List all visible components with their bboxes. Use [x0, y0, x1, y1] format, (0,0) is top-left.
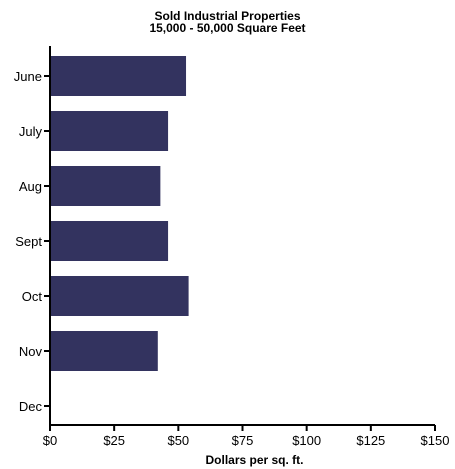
bar-sept — [50, 221, 169, 261]
chart-title: Sold Industrial Properties — [154, 9, 301, 23]
y-tick-label-nov: Nov — [19, 344, 43, 359]
x-tick-label-0: $0 — [43, 433, 57, 448]
axes-layer — [44, 46, 436, 431]
y-tick-label-july: July — [19, 124, 43, 139]
bar-nov — [50, 331, 158, 371]
x-axis-title: Dollars per sq. ft. — [205, 453, 303, 467]
bar-aug — [50, 166, 161, 206]
x-tick-label-100: $100 — [292, 433, 321, 448]
labels-layer: June July Aug Sept Oct Nov Dec $0 $25 $50 $75 $100 $… — [14, 69, 450, 467]
x-tick-label-125: $125 — [356, 433, 385, 448]
chart-subtitle: 15,000 - 50,000 Square Feet — [149, 21, 306, 35]
bar-july — [50, 111, 169, 151]
x-tick-label-50: $50 — [167, 433, 189, 448]
x-tick-label-25: $25 — [103, 433, 125, 448]
y-tick-label-sept: Sept — [15, 234, 42, 249]
bar-june — [50, 56, 187, 96]
x-tick-label-150: $150 — [421, 433, 450, 448]
y-tick-label-aug: Aug — [19, 179, 42, 194]
y-tick-label-dec: Dec — [19, 399, 43, 414]
y-tick-label-oct: Oct — [22, 289, 43, 304]
y-tick-label-june: June — [14, 69, 42, 84]
bar-oct — [50, 276, 189, 316]
x-tick-label-75: $75 — [232, 433, 254, 448]
bars-layer — [50, 56, 189, 371]
